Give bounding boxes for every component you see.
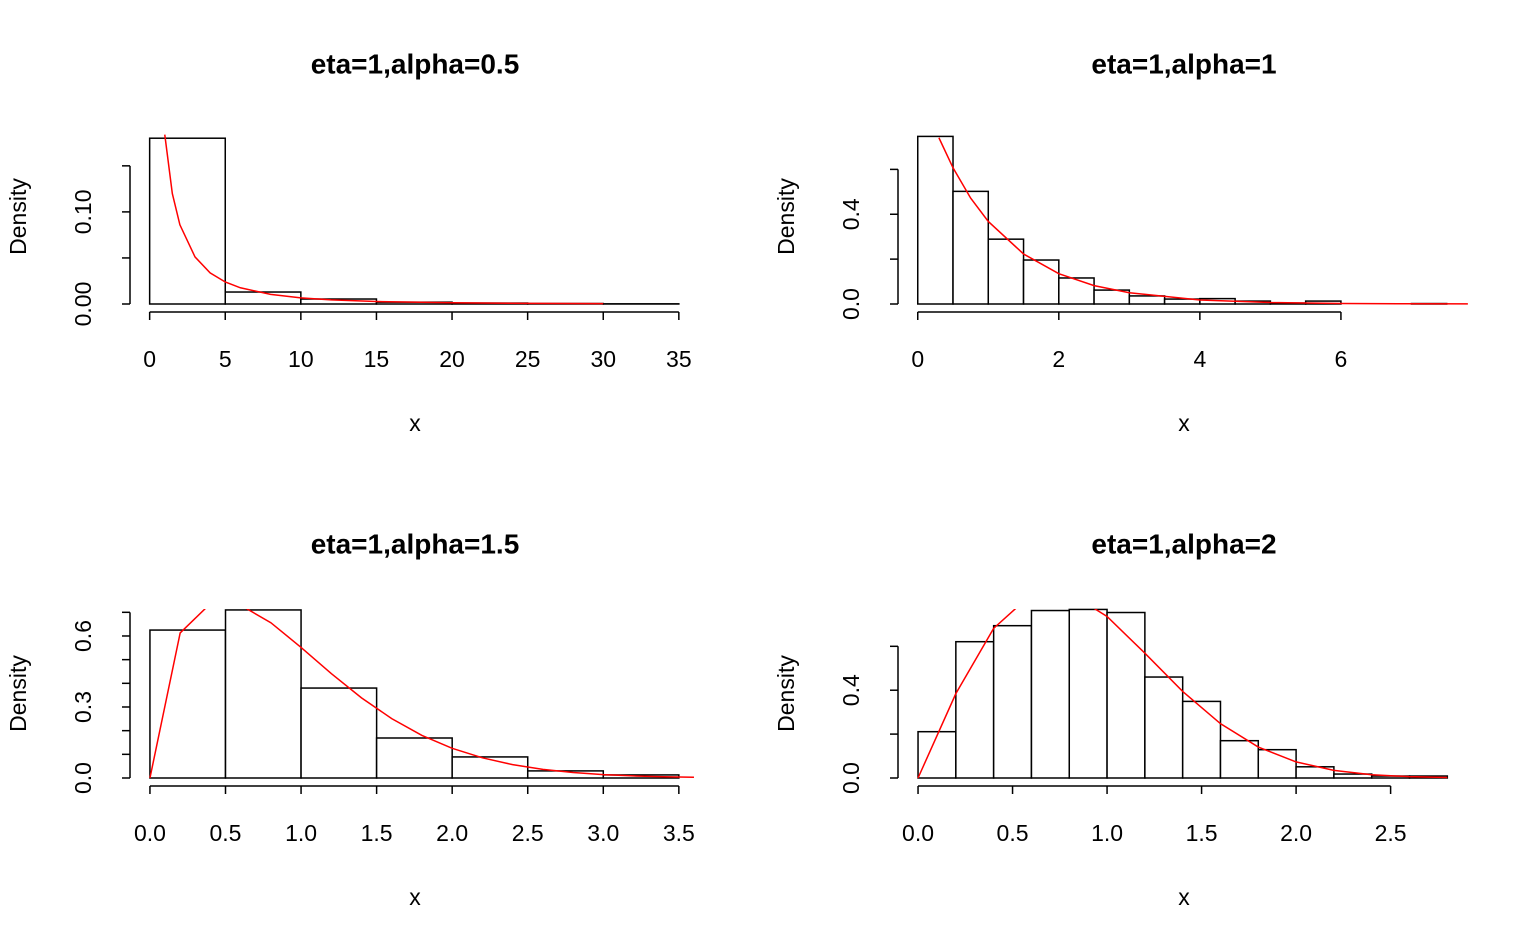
- histogram-bar: [1106, 611, 1146, 779]
- panel-title: eta=1,alpha=1: [1091, 48, 1276, 79]
- histogram-bar: [916, 135, 954, 305]
- histogram-bar: [149, 629, 227, 779]
- x-tick-label: 4: [1193, 346, 1206, 372]
- histogram-bar: [1022, 259, 1060, 305]
- histogram-bar: [1030, 609, 1071, 779]
- x-tick-label: 20: [439, 346, 465, 372]
- density-curve: [164, 134, 604, 305]
- x-tick-label: 0: [143, 346, 156, 372]
- x-tick-label: 1.0: [1091, 820, 1123, 846]
- y-tick-label: 0.4: [838, 674, 864, 706]
- histogram-bar: [1128, 295, 1166, 305]
- x-tick-label: 30: [590, 346, 616, 372]
- x-axis-label: x: [1178, 410, 1190, 436]
- histogram-bar: [1068, 608, 1108, 779]
- x-tick-label: 25: [515, 346, 541, 372]
- x-axis-label: x: [409, 884, 421, 910]
- x-tick-label: 0.5: [210, 820, 242, 846]
- x-axis-label: x: [1178, 884, 1190, 910]
- histogram-bar: [224, 609, 302, 779]
- x-tick-label: 10: [288, 346, 314, 372]
- histogram-bar: [148, 137, 227, 305]
- y-axis-label: Density: [5, 655, 31, 732]
- x-tick-label: 2.5: [1375, 820, 1407, 846]
- histogram-bar: [375, 737, 453, 779]
- x-tick-label: 2.5: [512, 820, 544, 846]
- x-tick-label: 3.5: [663, 820, 695, 846]
- histogram-bar: [955, 640, 995, 779]
- density-curve: [149, 609, 694, 779]
- x-axis-label: x: [409, 410, 421, 436]
- histogram-bar: [1181, 700, 1222, 779]
- histogram-bar: [224, 291, 302, 305]
- y-axis-label: Density: [5, 178, 31, 255]
- density-curve: [938, 137, 1468, 305]
- panel-title: eta=1,alpha=2: [1091, 528, 1276, 559]
- histogram-bar: [300, 687, 378, 779]
- y-tick-label: 0.3: [70, 691, 96, 723]
- x-tick-label: 1.5: [1186, 820, 1218, 846]
- y-tick-label: 0.0: [838, 288, 864, 320]
- x-tick-label: 2: [1052, 346, 1065, 372]
- histogram-bar: [1219, 739, 1260, 779]
- y-axis-label: Density: [773, 655, 799, 732]
- histogram-bar: [1144, 676, 1184, 779]
- y-tick-label: 0.6: [70, 620, 96, 652]
- x-tick-label: 15: [364, 346, 390, 372]
- x-tick-label: 2.0: [1280, 820, 1312, 846]
- histogram-bar: [992, 624, 1033, 779]
- y-tick-label: 0.0: [70, 762, 96, 794]
- x-tick-label: 1.0: [285, 820, 317, 846]
- y-tick-label: 0.10: [70, 190, 96, 235]
- y-tick-label: 0.00: [70, 282, 96, 327]
- x-tick-label: 0.0: [134, 820, 166, 846]
- x-tick-label: 3.0: [587, 820, 619, 846]
- panel-title: eta=1,alpha=0.5: [311, 48, 520, 79]
- x-tick-label: 6: [1335, 346, 1348, 372]
- x-tick-label: 1.5: [361, 820, 393, 846]
- histogram-bar: [917, 730, 957, 779]
- y-tick-label: 0.4: [838, 198, 864, 230]
- x-tick-label: 0: [911, 346, 924, 372]
- histogram-bar: [952, 190, 990, 305]
- x-tick-label: 0.0: [902, 820, 934, 846]
- x-tick-label: 2.0: [436, 820, 468, 846]
- density-curve: [917, 609, 1448, 779]
- histogram-bar: [987, 238, 1025, 305]
- y-tick-label: 0.0: [838, 762, 864, 794]
- y-axis-label: Density: [773, 178, 799, 255]
- x-tick-label: 0.5: [997, 820, 1029, 846]
- x-tick-label: 35: [666, 346, 692, 372]
- histogram-bar: [1058, 277, 1095, 305]
- panel-title: eta=1,alpha=1.5: [311, 528, 520, 559]
- x-tick-label: 5: [219, 346, 232, 372]
